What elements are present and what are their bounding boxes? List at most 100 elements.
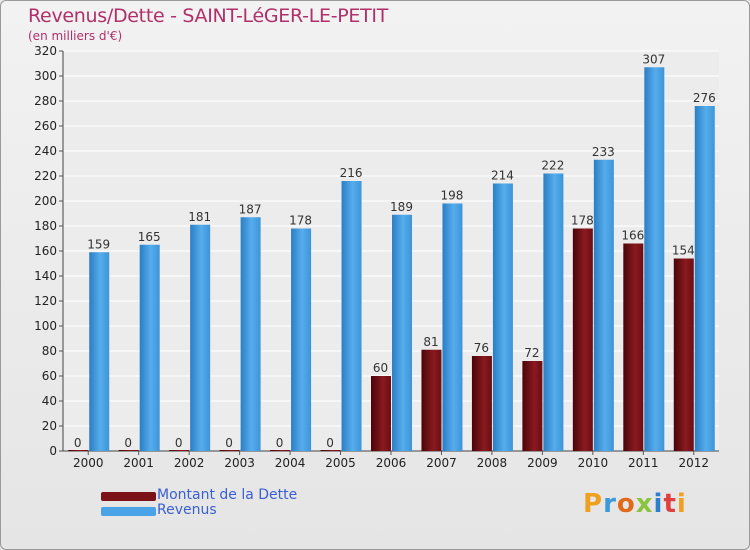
x-tick-label: 2004: [275, 456, 306, 470]
chart-title: Revenus/Dette - SAINT-LéGER-LE-PETIT: [28, 5, 389, 27]
x-tick-label: 2003: [224, 456, 255, 470]
data-label: 76: [474, 341, 489, 355]
x-tick-label: 2012: [678, 456, 709, 470]
y-tick-label: 140: [34, 269, 57, 283]
proxiti-logo: Proxiti: [583, 489, 687, 519]
debt-bar: [169, 450, 190, 451]
debt-bar: [471, 356, 492, 451]
legend-swatch-debt: [101, 492, 156, 501]
y-tick-label: 200: [34, 194, 57, 208]
revenus-bar: [442, 203, 463, 451]
y-tick-label: 60: [42, 369, 57, 383]
data-label: 0: [225, 436, 233, 450]
y-tick-label: 260: [34, 119, 57, 133]
data-label: 189: [390, 200, 413, 214]
y-tick-label: 160: [34, 244, 57, 258]
data-label: 181: [188, 210, 211, 224]
revenus-bar: [89, 252, 110, 451]
x-tick-label: 2000: [73, 456, 104, 470]
revenus-bar: [543, 173, 564, 451]
y-tick-label: 220: [34, 169, 57, 183]
debt-bar: [68, 450, 89, 451]
data-label: 0: [276, 436, 284, 450]
data-label: 307: [642, 52, 665, 66]
revenus-bar: [593, 159, 614, 451]
legend-label-debt: Montant de la Dette: [157, 487, 298, 503]
y-tick-label: 120: [34, 294, 57, 308]
data-label: 187: [239, 202, 262, 216]
data-label: 60: [373, 361, 388, 375]
logo-letter: i: [676, 489, 687, 519]
data-label: 198: [441, 189, 464, 203]
revenus-bar: [492, 183, 513, 451]
debt-bar: [522, 361, 543, 451]
logo-letter: x: [635, 489, 654, 519]
logo-letter: o: [616, 489, 636, 519]
y-tick-label: 80: [42, 344, 57, 358]
data-label: 159: [87, 237, 110, 251]
y-tick-label: 300: [34, 69, 57, 83]
debt-bar: [673, 258, 694, 451]
revenus-bar: [190, 224, 211, 451]
data-label: 154: [672, 244, 695, 258]
x-tick-label: 2008: [477, 456, 508, 470]
y-tick-label: 180: [34, 219, 57, 233]
revenus-bar: [341, 181, 362, 451]
data-label: 233: [592, 145, 615, 159]
y-tick-label: 280: [34, 94, 57, 108]
x-tick-label: 2005: [325, 456, 356, 470]
y-tick-label: 100: [34, 319, 57, 333]
axes: 0 20 40 60 80 100 120 140 160 180 200 220 240 260 280 3…: [34, 44, 719, 470]
logo-letter: i: [653, 489, 664, 519]
debt-bar: [118, 450, 139, 451]
debt-bar: [421, 349, 442, 451]
x-tick-label: 2007: [426, 456, 457, 470]
x-tick-label: 2011: [628, 456, 659, 470]
x-tick-label: 2009: [527, 456, 558, 470]
data-label: 166: [621, 229, 644, 243]
debt-bar: [219, 450, 240, 451]
data-label: 276: [693, 91, 716, 105]
x-tick-label: 2006: [376, 456, 407, 470]
revenus-bar: [139, 244, 160, 451]
data-label: 0: [326, 436, 334, 450]
logo-letter: P: [583, 489, 604, 519]
data-label: 178: [289, 214, 312, 228]
data-label: 178: [571, 214, 594, 228]
revenus-bar: [392, 214, 412, 451]
debt-bar: [572, 228, 593, 451]
data-label: 72: [524, 346, 539, 360]
logo-letter: r: [603, 489, 617, 519]
revenus-bar: [240, 217, 261, 451]
debt-bar: [270, 450, 291, 451]
data-label: 0: [74, 436, 82, 450]
data-label: 81: [423, 335, 438, 349]
y-tick-label: 0: [49, 444, 57, 458]
x-tick-label: 2010: [578, 456, 609, 470]
revenus-bar: [291, 228, 312, 451]
data-label: 165: [138, 230, 161, 244]
y-tick-label: 40: [42, 394, 57, 408]
bars: [68, 67, 715, 451]
debt-bar: [623, 243, 644, 451]
y-tick-label: 320: [34, 44, 57, 58]
legend-label-revenus: Revenus: [157, 502, 217, 518]
logo-letter: t: [663, 489, 677, 519]
y-tick-label: 20: [42, 419, 57, 433]
chart-subtitle: (en milliers d'€): [28, 29, 123, 43]
legend-swatch-revenus: [101, 507, 156, 516]
y-tick-label: 240: [34, 144, 57, 158]
data-label: 222: [541, 159, 564, 173]
revenus-bar: [644, 67, 665, 451]
data-label: 216: [340, 166, 363, 180]
data-label: 0: [124, 436, 132, 450]
data-label: 214: [491, 169, 514, 183]
data-label: 0: [175, 436, 183, 450]
debt-bar: [320, 450, 341, 451]
data-labels: 0 159 0 165 0 181 0 187 0 178 0 216 60 189 81 198 76 214 7…: [74, 52, 716, 450]
revenus-bar: [694, 106, 715, 451]
x-tick-label: 2001: [123, 456, 154, 470]
debt-bar: [371, 376, 391, 451]
